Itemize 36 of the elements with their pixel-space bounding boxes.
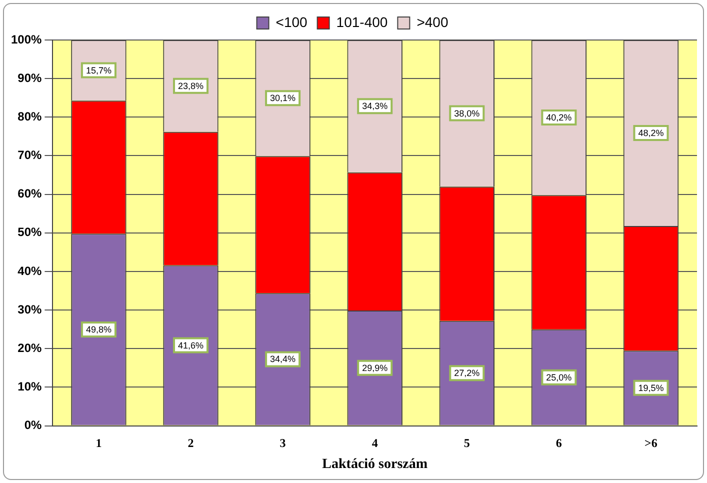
data-label: 49,8% <box>86 324 112 334</box>
y-tick-label: 100% <box>10 32 42 46</box>
y-tick-label: 80% <box>18 109 42 124</box>
y-tick-label: 20% <box>18 340 42 355</box>
x-tick-label: 2 <box>188 436 194 450</box>
x-tick-label: 6 <box>556 436 562 450</box>
data-label: 40,2% <box>546 112 572 123</box>
y-tick-label: 50% <box>18 225 42 240</box>
data-label: 23,8% <box>178 80 204 91</box>
y-tick-label: 30% <box>18 302 42 316</box>
data-label: 41,6% <box>178 340 204 350</box>
y-tick-label: 0% <box>24 418 42 432</box>
y-tick-label: 70% <box>18 148 42 162</box>
data-label: 27,2% <box>454 368 480 378</box>
data-label: 30,1% <box>270 93 296 104</box>
x-tick-label: 4 <box>372 436 378 450</box>
data-label: 34,3% <box>362 101 388 112</box>
legend-label: 101-400 <box>336 14 388 30</box>
data-label: 38,0% <box>454 108 480 118</box>
x-axis-title: Laktáció sorszám <box>322 457 428 472</box>
x-tick-label: 3 <box>280 436 286 450</box>
x-tick-label: >6 <box>644 436 658 450</box>
legend-label: <100 <box>276 14 308 30</box>
y-tick-label: 40% <box>18 264 42 278</box>
legend-label: >400 <box>416 14 448 30</box>
y-tick-label: 90% <box>18 70 42 85</box>
x-tick-label: 5 <box>464 436 470 450</box>
y-tick-label: 60% <box>18 186 42 201</box>
data-label: 15,7% <box>86 65 112 76</box>
data-label: 48,2% <box>638 128 664 138</box>
data-label: 25,0% <box>546 372 572 382</box>
data-label: 29,9% <box>362 362 388 373</box>
data-label: 19,5% <box>638 382 664 393</box>
data-label: 34,4% <box>270 354 296 364</box>
y-tick-label: 10% <box>18 380 42 394</box>
x-tick-label: 1 <box>96 436 102 450</box>
